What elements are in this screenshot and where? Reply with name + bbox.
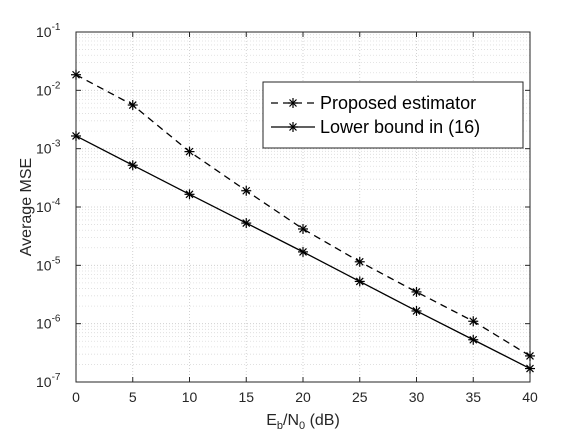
- axis-ticks: 0 5 10 15 20 25 30 35 4010-710-610-510-410-310-2…: [36, 22, 538, 405]
- x-tick-label: 15: [238, 389, 254, 405]
- y-tick-base: 10: [36, 24, 52, 40]
- marker-stroke: [526, 351, 534, 360]
- y-tick-exponent: -5: [52, 255, 61, 266]
- series-0-point: [184, 146, 195, 157]
- marker-stroke: [185, 147, 194, 156]
- series-1-point: [241, 218, 252, 229]
- marker-stroke: [412, 288, 421, 296]
- y-tick-exponent: -2: [52, 80, 61, 91]
- y-tick-label: 10-1: [36, 22, 61, 40]
- series-1-point: [298, 246, 308, 257]
- series-line-0: [75, 74, 531, 357]
- marker-stroke: [355, 257, 364, 266]
- series-1-point: [411, 305, 422, 316]
- marker-stroke: [299, 247, 307, 256]
- y-tick-base: 10: [36, 141, 52, 157]
- series-1-point: [354, 276, 365, 287]
- x-tick-label: 5: [129, 389, 137, 405]
- x-tick-label: 20: [295, 389, 311, 405]
- series-0-point: [127, 100, 138, 111]
- y-tick-exponent: -3: [52, 139, 61, 150]
- marker-stroke: [526, 364, 534, 373]
- marker-stroke: [242, 186, 251, 195]
- y-tick-base: 10: [36, 199, 52, 215]
- marker-stroke: [289, 123, 297, 131]
- marker-stroke: [299, 225, 307, 233]
- series-0-point: [411, 286, 422, 297]
- y-tick-label: 10-3: [36, 139, 61, 157]
- series-0-point: [525, 350, 535, 361]
- y-tick-label: 10-4: [36, 197, 61, 215]
- series-1-point: [468, 334, 479, 345]
- y-tick-base: 10: [36, 316, 52, 332]
- series-0-point: [354, 256, 365, 267]
- legend: Proposed estimator Lower bound in (16): [262, 81, 524, 149]
- legend-box: [262, 81, 524, 149]
- y-tick-exponent: -4: [52, 197, 61, 208]
- marker-stroke: [242, 219, 251, 228]
- series-1-point: [525, 363, 535, 374]
- x-tick-label: 40: [522, 389, 538, 405]
- legend-marker-1: [288, 122, 298, 132]
- y-tick-label: 10-5: [36, 255, 61, 273]
- x-tick-label: 0: [72, 389, 80, 405]
- marker-stroke: [469, 335, 478, 344]
- x-tick-label: 35: [465, 389, 481, 405]
- legend-label-0: Proposed estimator: [320, 93, 476, 113]
- series-0-point: [71, 69, 81, 80]
- marker-stroke: [469, 317, 478, 326]
- y-tick-label: 10-6: [36, 314, 61, 332]
- series-1-point: [127, 160, 138, 171]
- legend-label-1: Lower bound in (16): [320, 117, 480, 137]
- marker-stroke: [128, 161, 137, 170]
- y-tick-label: 10-2: [36, 80, 61, 98]
- marker-stroke: [128, 101, 137, 109]
- legend-marker-0: [288, 98, 298, 108]
- x-axis-label: Eb/N0 (dB): [266, 412, 340, 432]
- x-tick-label: 25: [352, 389, 368, 405]
- y-tick-label: 10-7: [36, 372, 61, 390]
- marker-stroke: [289, 99, 297, 107]
- y-axis-label: Average MSE: [18, 158, 35, 256]
- y-tick-base: 10: [36, 82, 52, 98]
- marker-stroke: [72, 70, 80, 79]
- y-tick-base: 10: [36, 374, 52, 390]
- x-tick-label: 30: [409, 389, 425, 405]
- y-tick-exponent: -6: [52, 314, 61, 325]
- x-tick-label: 10: [182, 389, 198, 405]
- series-0-point: [468, 316, 479, 327]
- marker-stroke: [412, 307, 421, 315]
- y-tick-base: 10: [36, 257, 52, 273]
- marker-stroke: [185, 190, 194, 199]
- series-0-point: [241, 185, 252, 196]
- y-tick-exponent: -7: [52, 372, 61, 383]
- series-layer: [71, 69, 535, 374]
- series-1-point: [184, 189, 195, 200]
- marker-stroke: [355, 277, 364, 286]
- series-1-point: [71, 130, 81, 141]
- series-0-point: [298, 223, 308, 234]
- marker-stroke: [72, 132, 80, 140]
- y-tick-exponent: -1: [52, 22, 61, 33]
